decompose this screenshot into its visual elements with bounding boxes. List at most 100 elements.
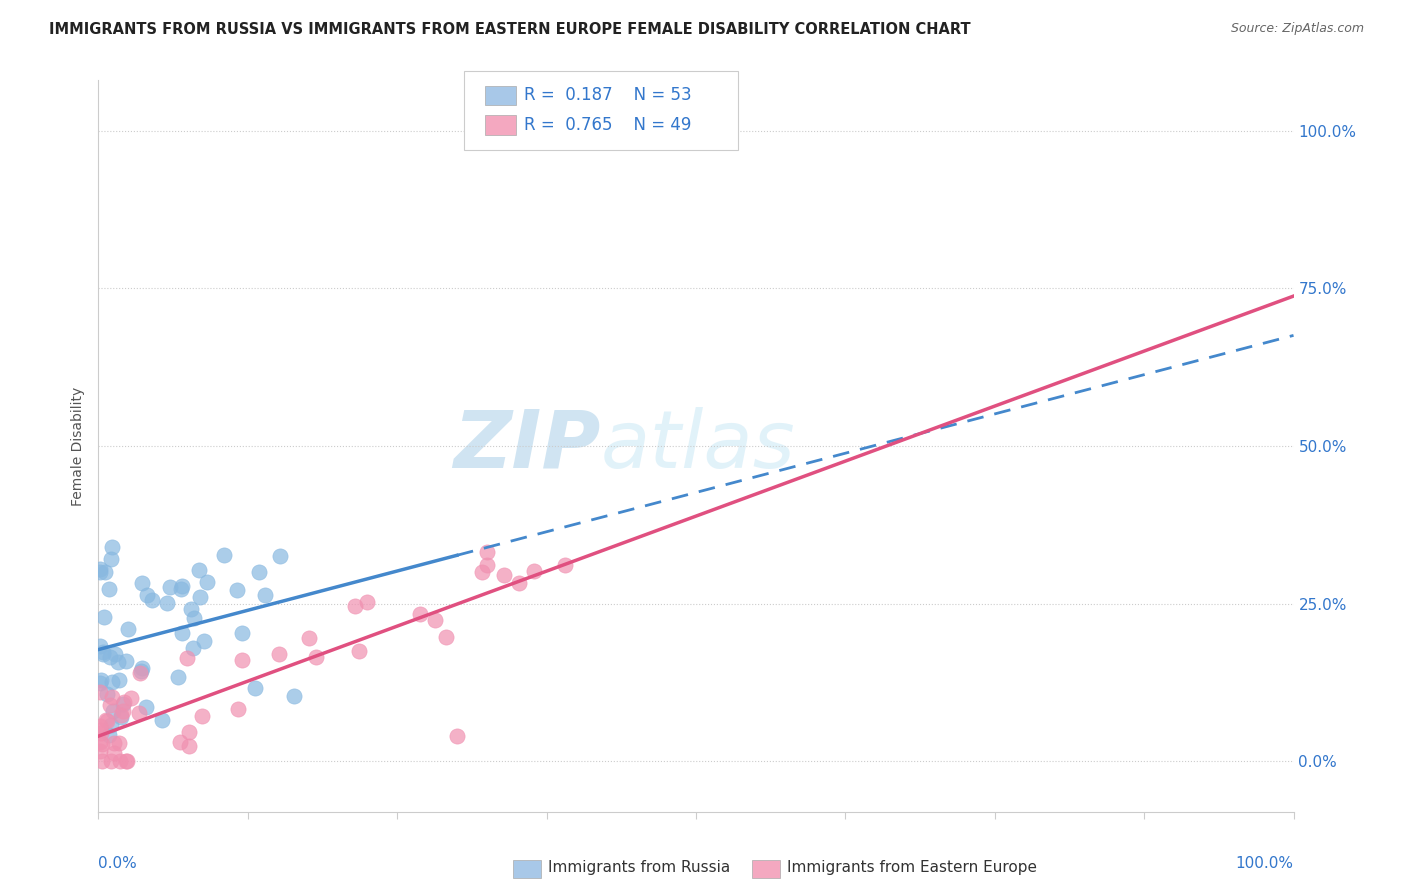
Text: Source: ZipAtlas.com: Source: ZipAtlas.com — [1230, 22, 1364, 36]
Point — [195, 575, 218, 590]
Point — [347, 644, 370, 658]
Text: 0.0%: 0.0% — [98, 855, 138, 871]
Point — [131, 576, 153, 591]
Point — [269, 549, 291, 563]
Point — [231, 653, 253, 667]
Point — [409, 607, 432, 621]
Point — [170, 582, 193, 597]
Point — [434, 631, 457, 645]
Point — [91, 647, 114, 661]
Point — [89, 675, 111, 690]
Point — [115, 754, 138, 768]
Point — [110, 710, 132, 724]
Point — [100, 675, 122, 690]
Point — [91, 644, 114, 658]
Point — [508, 575, 530, 590]
Text: ZIP: ZIP — [453, 407, 600, 485]
Point — [103, 746, 125, 760]
Point — [176, 650, 198, 665]
Point — [100, 754, 122, 768]
Point — [298, 631, 321, 645]
Point — [169, 734, 191, 748]
Text: Immigrants from Eastern Europe: Immigrants from Eastern Europe — [787, 860, 1038, 874]
Point — [167, 670, 190, 684]
Point — [254, 588, 277, 602]
Point — [231, 625, 253, 640]
Point — [114, 653, 136, 667]
Point — [446, 729, 468, 743]
Point — [89, 723, 111, 737]
Point — [112, 697, 135, 711]
Point — [90, 725, 112, 739]
Point — [190, 590, 212, 604]
Point — [243, 681, 266, 695]
Point — [100, 552, 122, 566]
Point — [177, 739, 200, 753]
Point — [172, 626, 194, 640]
Point — [179, 724, 201, 739]
Point — [475, 545, 498, 559]
Point — [136, 588, 159, 602]
Point — [89, 719, 111, 733]
Point — [523, 564, 546, 578]
Text: R =  0.765    N = 49: R = 0.765 N = 49 — [524, 116, 692, 134]
Point — [183, 611, 205, 625]
Point — [131, 661, 153, 675]
Point — [247, 565, 270, 579]
Text: IMMIGRANTS FROM RUSSIA VS IMMIGRANTS FROM EASTERN EUROPE FEMALE DISABILITY CORRE: IMMIGRANTS FROM RUSSIA VS IMMIGRANTS FRO… — [49, 22, 970, 37]
Point — [193, 634, 215, 648]
Point — [101, 704, 124, 718]
Text: atlas: atlas — [600, 407, 796, 485]
Point — [226, 702, 249, 716]
Point — [89, 744, 111, 758]
Text: Immigrants from Russia: Immigrants from Russia — [548, 860, 731, 874]
Point — [170, 579, 193, 593]
Text: 100.0%: 100.0% — [1236, 855, 1294, 871]
Point — [110, 754, 132, 768]
Point — [267, 647, 290, 661]
Point — [89, 639, 111, 653]
Point — [120, 691, 142, 706]
Point — [97, 728, 120, 742]
Point — [191, 708, 214, 723]
Point — [101, 540, 124, 554]
Point — [129, 665, 152, 680]
Point — [98, 698, 121, 713]
Point — [96, 713, 118, 727]
Point — [89, 565, 111, 579]
Point — [305, 650, 328, 665]
Point — [91, 737, 114, 751]
Point — [131, 664, 153, 678]
Point — [107, 673, 129, 687]
Point — [475, 558, 498, 572]
Point — [180, 601, 202, 615]
Point — [98, 650, 121, 665]
Point — [107, 655, 129, 669]
Point — [150, 713, 173, 727]
Point — [93, 610, 115, 624]
Point — [554, 558, 576, 572]
Point — [188, 563, 211, 577]
Point — [471, 565, 494, 579]
Point — [112, 704, 135, 718]
Point — [100, 718, 122, 732]
Y-axis label: Female Disability: Female Disability — [72, 386, 86, 506]
Point — [89, 685, 111, 699]
Text: R =  0.187    N = 53: R = 0.187 N = 53 — [524, 86, 692, 103]
Point — [423, 614, 446, 628]
Point — [159, 580, 181, 594]
Point — [356, 595, 378, 609]
Point — [135, 699, 157, 714]
Point — [112, 695, 135, 709]
Point — [108, 736, 131, 750]
Point — [93, 565, 115, 579]
Point — [117, 623, 139, 637]
Point — [98, 582, 121, 596]
Point — [91, 754, 114, 768]
Point — [283, 689, 305, 703]
Point — [103, 736, 125, 750]
Point — [494, 568, 516, 582]
Point — [89, 562, 111, 576]
Point — [110, 708, 132, 723]
Point — [128, 706, 150, 720]
